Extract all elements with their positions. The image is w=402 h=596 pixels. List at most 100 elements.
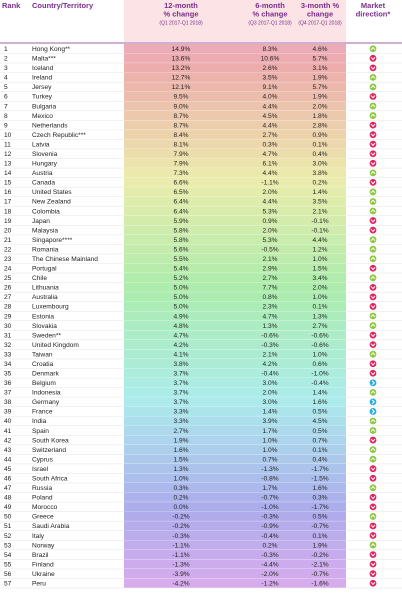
direction-icon (369, 198, 377, 205)
icon-circle (369, 140, 377, 148)
cell: -1.0% (311, 371, 328, 378)
icon-circle (369, 274, 377, 282)
icon-arrow (370, 170, 376, 175)
cell: 0.2% (173, 495, 188, 502)
cell: 0.2% (262, 542, 277, 549)
cell: 5.2% (173, 275, 188, 282)
cell: 57 (4, 580, 12, 587)
icon-arrow (370, 95, 376, 99)
cell: 2.0% (262, 227, 277, 234)
cell: 13.6% (172, 56, 191, 63)
icon-arrow (370, 295, 376, 299)
cell: 3 (4, 65, 8, 72)
cell: 23 (4, 256, 12, 263)
header-band (124, 0, 346, 42)
header-rank: Rank (2, 1, 21, 10)
row-band (124, 196, 346, 207)
icon-circle (369, 388, 377, 396)
cell: 2.0% (262, 189, 277, 196)
direction-icon (369, 312, 377, 320)
direction-icon (369, 579, 377, 587)
row-band (124, 206, 346, 216)
cell: 1.4% (312, 189, 327, 196)
cell: Estonia (32, 313, 54, 320)
row-band (124, 244, 346, 254)
direction-icon (369, 455, 377, 463)
row-band (124, 148, 346, 159)
icon-circle (369, 245, 377, 253)
row-band (124, 120, 346, 130)
icon-circle (369, 150, 377, 158)
row-band (124, 521, 346, 531)
cell: 5.3% (262, 208, 277, 215)
icon-circle (369, 169, 377, 177)
cell: 43 (4, 447, 12, 454)
cell: 56 (4, 571, 12, 578)
cell: 2.0% (262, 390, 277, 397)
icon-circle (369, 579, 377, 587)
icon-arrow (370, 275, 376, 280)
cell: -2.1% (311, 561, 328, 568)
cell: 3.7% (173, 380, 188, 387)
direction-icon (369, 178, 377, 186)
cell: 9 (4, 122, 8, 129)
icon-circle (369, 198, 377, 205)
cell: Ukraine (32, 571, 55, 578)
row-band (124, 339, 346, 350)
cell: Chile (32, 275, 47, 282)
cell: 6 (4, 94, 8, 101)
cell: Denmark (32, 371, 59, 378)
icon-circle (369, 93, 377, 100)
cell: Japan (32, 218, 50, 225)
icon-circle (369, 331, 377, 339)
cell: 8.3% (262, 46, 277, 53)
cell: 7.3% (173, 170, 188, 177)
icon-arrow (370, 256, 376, 261)
cell: -1.3% (261, 466, 278, 473)
row-band (124, 358, 346, 369)
cell: 1.3% (173, 466, 188, 473)
icon-circle (369, 112, 377, 119)
header-m3: change (307, 9, 333, 18)
row-band (124, 416, 346, 426)
icon-circle (369, 474, 377, 482)
cell: 12.7% (172, 75, 191, 82)
cell: 52 (4, 533, 12, 540)
header-m3: (Q4 2017-Q1 2018) (298, 20, 342, 26)
row-band (124, 559, 346, 569)
icon-arrow (370, 581, 376, 586)
cell: 48 (4, 495, 12, 502)
cell: 3.8% (312, 170, 327, 177)
cell: -0.1% (311, 218, 328, 225)
cell: 4.4% (262, 103, 277, 110)
icon-circle (369, 207, 377, 215)
icon-circle (369, 312, 377, 320)
icon-circle (369, 532, 377, 539)
icon-arrow (370, 485, 376, 490)
cell: 4.0% (262, 94, 277, 101)
direction-icon (369, 150, 377, 158)
icon-circle (369, 102, 377, 110)
header-m3: 3-month % (301, 1, 340, 10)
cell: 16 (4, 189, 12, 196)
direction-icon (369, 379, 377, 387)
cell: 5.9% (173, 218, 188, 225)
icon-circle (369, 188, 377, 196)
cell: -1.2% (261, 580, 278, 587)
icon-arrow (370, 447, 376, 451)
direction-icon (369, 541, 377, 549)
cell: 49 (4, 504, 12, 511)
cell: -0.3% (261, 514, 278, 521)
direction-icon (369, 102, 377, 110)
cell: 1.5% (173, 456, 188, 463)
cell: Bulgaria (32, 103, 57, 110)
cell: 8.4% (173, 132, 188, 139)
icon-arrow (370, 103, 376, 108)
row-band (124, 263, 346, 274)
cell: Saudi Arabia (32, 523, 70, 530)
icon-arrow (370, 237, 376, 241)
cell: 27 (4, 294, 12, 301)
icon-circle (369, 131, 377, 139)
cell: 0.5% (312, 428, 327, 435)
